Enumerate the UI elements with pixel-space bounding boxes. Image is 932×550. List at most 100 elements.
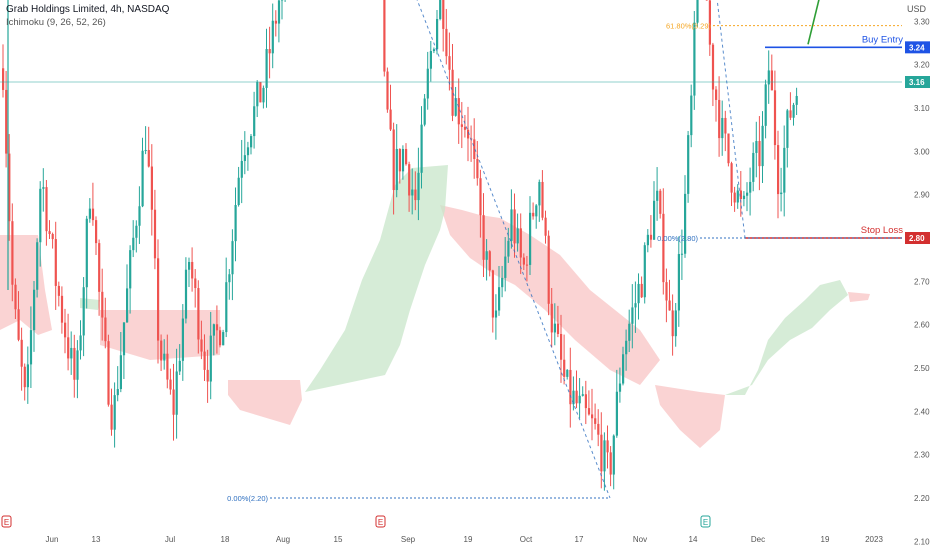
candle-body	[172, 389, 175, 415]
candle-body	[442, 0, 445, 29]
candle-body	[724, 117, 727, 134]
candle-body	[219, 330, 222, 346]
fib2-level-label: 61.80%(3.29)	[666, 22, 712, 31]
candle-body	[268, 49, 271, 54]
y-tick-label: 2.30	[914, 451, 930, 460]
candle-body	[711, 44, 715, 90]
candle-body	[541, 181, 544, 218]
x-tick-label: Aug	[276, 535, 290, 544]
candle-body	[197, 288, 200, 340]
candle-body	[163, 353, 166, 361]
time-axis: Jun 13 Jul 18 Aug 15 Sep 19 Oct 17 Nov 14 Dec 19 2023	[46, 535, 884, 544]
candle-body	[498, 287, 501, 311]
x-tick-label: 15	[334, 535, 343, 544]
candle-body	[54, 239, 57, 286]
candle-body	[783, 147, 786, 193]
earnings-marker	[700, 515, 711, 528]
candle-body	[386, 71, 389, 110]
candle-body	[767, 70, 770, 85]
candle-body	[132, 237, 135, 251]
candle-body	[240, 160, 243, 178]
candle-body	[138, 206, 141, 226]
candle-body	[228, 274, 231, 283]
candle-body	[742, 195, 746, 200]
candle-body	[643, 245, 646, 298]
candle-body	[640, 283, 643, 298]
candle-body	[439, 0, 442, 19]
candle-body	[467, 129, 470, 139]
candle-body	[519, 228, 522, 258]
projection-arrow-line	[807, 0, 820, 45]
x-tick-label: Nov	[633, 535, 647, 544]
candle-body	[436, 18, 439, 50]
price-tag-label: 3.24	[909, 43, 925, 52]
candle-body	[538, 181, 541, 206]
candle-body	[29, 330, 33, 365]
candle-body	[79, 335, 82, 351]
candle-body	[426, 68, 429, 99]
candle-body	[110, 404, 113, 430]
candle-body	[789, 110, 792, 118]
y-tick-label: 2.20	[914, 494, 930, 503]
candle-body	[687, 135, 690, 194]
candle-body	[126, 288, 129, 323]
candle-body	[42, 187, 45, 189]
y-tick-label: 3.30	[914, 17, 930, 26]
candle-body	[553, 323, 556, 333]
candle-body	[634, 303, 637, 308]
y-tick-label: 2.60	[914, 321, 930, 330]
candle-body	[45, 187, 48, 232]
x-tick-label: 13	[92, 535, 101, 544]
x-tick-label: 19	[821, 535, 830, 544]
y-tick-label: 2.90	[914, 191, 930, 200]
candle-body	[494, 310, 498, 318]
candle-body	[116, 389, 119, 396]
candle-body	[48, 231, 51, 235]
candle-body	[274, 20, 277, 24]
candle-body	[476, 159, 479, 179]
price-axis: 2.10 2.20 2.30 2.40 2.50 2.60 2.70 2.80 2.90 3.00…	[905, 17, 930, 546]
candle-body	[262, 87, 265, 103]
candle-body	[656, 190, 659, 201]
candle-body	[414, 189, 417, 201]
candle-body	[755, 141, 758, 153]
candle-body	[191, 261, 194, 279]
y-tick-label: 3.10	[914, 104, 930, 113]
candle-body	[26, 364, 29, 388]
candle-body	[411, 189, 414, 196]
chart-title: Grab Holdings Limited, 4h, NASDAQ	[6, 4, 170, 15]
candle-body	[194, 278, 197, 289]
y-tick-label: 3.20	[914, 61, 930, 70]
candle-body	[188, 261, 191, 270]
x-tick-label: 14	[689, 535, 698, 544]
cloud-bearish	[228, 380, 302, 425]
candle-body	[119, 355, 122, 390]
candle-body	[727, 133, 730, 164]
candle-body	[178, 360, 181, 372]
candle-body	[780, 192, 783, 195]
candle-body	[529, 212, 532, 265]
cloud-bearish	[440, 205, 660, 385]
candle-body	[51, 234, 54, 240]
x-tick-label: 18	[221, 535, 230, 544]
candle-body	[88, 208, 91, 219]
cloud-bearish	[655, 385, 725, 448]
candle-body	[501, 277, 504, 288]
candle-body	[758, 141, 761, 167]
candle-body	[631, 307, 634, 324]
candle-body	[200, 339, 203, 352]
candle-body	[578, 395, 581, 404]
candle-body	[609, 452, 612, 475]
candle-body	[73, 347, 76, 380]
candle-body	[749, 181, 752, 193]
candle-body	[215, 324, 219, 331]
candle-body	[67, 337, 70, 359]
candle-body	[64, 322, 67, 338]
candle-body	[129, 250, 132, 289]
cloud-bearish	[848, 292, 870, 302]
candle-body	[104, 317, 107, 342]
candle-body	[674, 310, 677, 337]
candle-body	[556, 323, 560, 334]
candle-body	[150, 166, 153, 210]
